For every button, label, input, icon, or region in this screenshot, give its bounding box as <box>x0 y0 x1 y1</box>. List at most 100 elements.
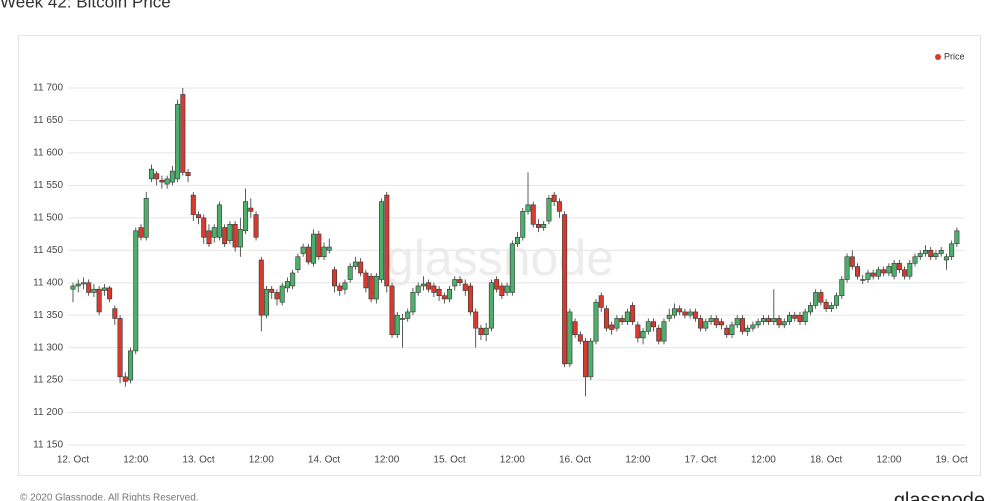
y-tick-label: 11 450 <box>33 245 63 256</box>
candle-body <box>719 321 725 326</box>
candle-body <box>290 272 296 287</box>
y-tick-label: 11 350 <box>33 310 63 321</box>
candle-body <box>729 324 735 335</box>
candle-body <box>389 285 395 335</box>
candle-body <box>687 311 693 316</box>
candle-body <box>776 318 782 326</box>
candle-body <box>567 311 573 365</box>
candle-body <box>122 376 128 382</box>
candle-body <box>143 198 149 238</box>
candle-body <box>91 288 97 293</box>
candle-body <box>739 318 745 332</box>
candle-body <box>692 311 698 319</box>
y-tick-label: 11 300 <box>33 342 63 353</box>
candle-body <box>535 224 541 228</box>
candle-body <box>274 292 280 300</box>
candle-body <box>614 318 620 329</box>
candle-body <box>483 327 489 335</box>
candle-body <box>902 269 908 277</box>
candle-body <box>745 327 751 332</box>
x-tick-label: 14. Oct <box>308 455 340 466</box>
candle-body <box>593 301 599 342</box>
candle-body <box>488 282 494 329</box>
candle-body <box>551 194 557 202</box>
candle-body <box>128 350 134 381</box>
candle-body <box>175 103 181 180</box>
y-tick-label: 11 500 <box>33 212 63 223</box>
candle-body <box>598 295 604 308</box>
candle-body <box>839 279 845 297</box>
candle-body <box>656 327 662 342</box>
y-tick-label: 11 150 <box>33 440 63 451</box>
candle-body <box>787 314 793 322</box>
candle-body <box>734 318 740 326</box>
candle-body <box>870 272 876 277</box>
candle-body <box>363 272 369 289</box>
candle-body <box>86 282 92 293</box>
candle-body <box>504 285 510 293</box>
candle-body <box>541 224 547 228</box>
candle-body <box>844 256 850 280</box>
candle-body <box>818 292 824 303</box>
candle-body <box>708 318 714 322</box>
candle-body <box>196 214 202 219</box>
candle-body <box>164 178 170 185</box>
candle-body <box>190 194 196 215</box>
x-tick-label: 16. Oct <box>559 455 591 466</box>
candle-body <box>724 327 730 335</box>
candle-body <box>232 224 238 248</box>
candle-body <box>750 324 756 329</box>
candle-body <box>755 321 761 326</box>
candle-body <box>331 269 337 287</box>
x-tick-label: 17. Oct <box>684 455 716 466</box>
candle-body <box>865 272 871 280</box>
candle-body <box>823 301 829 309</box>
candle-body <box>248 207 254 212</box>
x-tick-label: 12:00 <box>123 455 148 466</box>
candle-body <box>180 94 186 173</box>
candle-body <box>154 173 160 180</box>
y-tick-label: 11 700 <box>33 83 63 94</box>
y-tick-label: 11 650 <box>33 115 63 126</box>
candle-body <box>509 243 515 293</box>
candle-body <box>562 214 568 365</box>
candle-body <box>792 314 798 319</box>
candle-body <box>671 308 677 316</box>
candle-body <box>943 256 949 261</box>
candle-body <box>478 327 484 335</box>
candle-body <box>394 314 400 335</box>
candle-body <box>630 305 636 322</box>
footer: © 2020 Glassnode. All Rights Reserved. <box>20 493 199 501</box>
candle-body <box>609 324 615 330</box>
candle-body <box>70 285 76 290</box>
candle-body <box>682 311 688 316</box>
candle-body <box>698 318 704 329</box>
candle-body <box>473 311 479 329</box>
candle-body <box>316 233 322 258</box>
candle-body <box>666 314 672 319</box>
candle-body <box>337 285 343 291</box>
candle-body <box>258 259 264 316</box>
candle-body <box>342 282 348 290</box>
candle-body <box>797 314 803 322</box>
chart-title: Week 42: Bitcoin Price <box>0 0 171 11</box>
candle-body <box>237 229 243 248</box>
candle-body <box>572 321 578 335</box>
candle-body <box>107 287 113 300</box>
candle-body <box>813 292 819 306</box>
x-tick-label: 12. Oct <box>57 455 89 466</box>
candle-body <box>588 340 594 378</box>
candle-body <box>645 321 651 332</box>
candle-body <box>651 321 657 328</box>
candle-body <box>499 285 505 297</box>
candle-body <box>269 288 275 293</box>
candle-body <box>295 256 301 271</box>
y-tick-label: 11 600 <box>33 148 63 159</box>
candle-body <box>159 179 165 183</box>
candle-body <box>75 283 81 287</box>
candle-body <box>96 288 102 313</box>
candle-body <box>912 256 918 264</box>
candle-body <box>405 311 411 319</box>
candle-body <box>216 204 222 238</box>
